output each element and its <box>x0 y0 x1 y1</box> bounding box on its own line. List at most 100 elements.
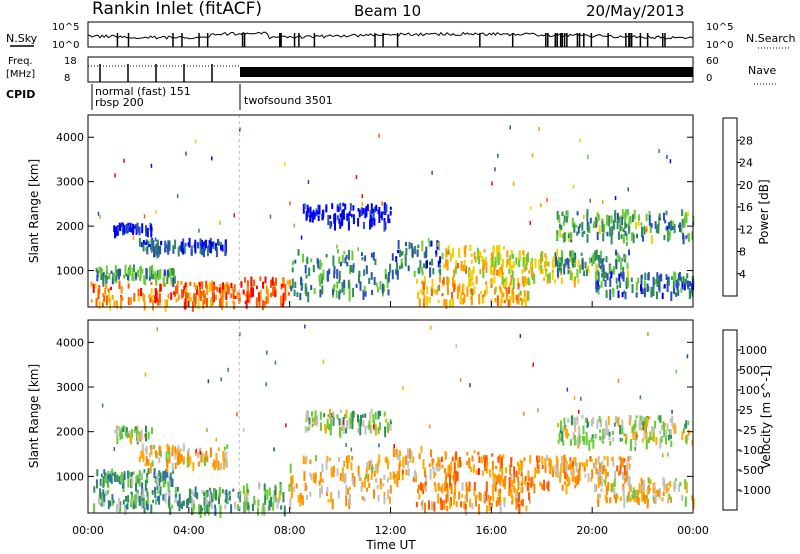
scatter-cell-8-68 <box>421 285 424 290</box>
scatter-cell-12-31 <box>596 419 599 429</box>
scatter-cell-3-63 <box>152 240 155 251</box>
sparse-echo-22 <box>614 422 616 427</box>
scatter-cell-5-82 <box>310 285 313 290</box>
scatter-cell-13-63 <box>677 277 680 285</box>
scatter-cell-13-74 <box>670 276 673 280</box>
scatter-cell-12-50 <box>573 224 576 233</box>
scatter-cell-6-13 <box>360 207 363 216</box>
scatter-cell-6-79 <box>312 209 315 214</box>
scatter-cell-9-40 <box>470 466 473 473</box>
scatter-cell-10-77 <box>540 252 542 264</box>
scatter-cell-8-62 <box>485 481 488 492</box>
scatter-cell-0-123 <box>195 285 198 290</box>
scatter-cell-10-46 <box>551 269 554 274</box>
scatter-cell-13-71 <box>609 277 612 287</box>
scatter-cell-12-107 <box>578 434 581 444</box>
sparse-echo-40 <box>614 196 617 201</box>
scatter-cell-6-45 <box>375 427 378 432</box>
scatter-cell-11-43 <box>572 250 574 256</box>
scatter-cell-12-141 <box>680 224 683 234</box>
scatter-cell-10-50 <box>524 476 527 482</box>
scatter-cell-5-103 <box>359 477 362 482</box>
scatter-cell-8-70 <box>471 288 474 296</box>
scatter-cell-10-28 <box>502 272 505 276</box>
scatter-cell-9-9 <box>475 469 478 475</box>
scatter-cell-0-99 <box>130 491 133 495</box>
scatter-cell-7-40 <box>396 262 398 271</box>
scatter-cell-9-15 <box>455 260 458 270</box>
y-tick-label: 1000 <box>56 265 84 278</box>
scatter-cell-10-25 <box>518 464 520 475</box>
scatter-cell-8-112 <box>423 295 426 304</box>
scatter-cell-5-19 <box>361 496 364 501</box>
scatter-cell-10-79 <box>541 251 544 262</box>
scatter-cell-13-68 <box>647 484 650 494</box>
scatter-cell-10-94 <box>523 267 526 272</box>
scatter-cell-2-7 <box>114 429 117 433</box>
scatter-cell-9-44 <box>446 260 449 271</box>
scatter-cell-0-54 <box>211 501 214 510</box>
scatter-cell-13-99 <box>628 498 631 502</box>
scatter-cell-9-12 <box>486 462 489 474</box>
scatter-cell-13-55 <box>661 292 664 299</box>
scatter-cell-12-107 <box>624 230 627 236</box>
scatter-cell-5-49 <box>319 272 322 280</box>
scatter-cell-6-8 <box>348 211 351 216</box>
scatter-cell-12-150 <box>650 223 653 228</box>
scatter-cell-3-19 <box>201 245 204 256</box>
scatter-cell-7-4 <box>392 471 395 480</box>
scatter-cell-11-55 <box>587 473 590 483</box>
scatter-cell-6-56 <box>344 203 347 210</box>
scatter-cell-11-54 <box>592 253 595 261</box>
scatter-cell-9-55 <box>490 264 492 275</box>
scatter-cell-0-59 <box>203 497 206 507</box>
scatter-cell-12-88 <box>665 226 668 231</box>
scatter-cell-12-109 <box>559 420 562 432</box>
scatter-cell-1-73 <box>163 470 166 481</box>
scatter-cell-8-102 <box>469 498 472 508</box>
scatter-cell-12-134 <box>608 431 611 437</box>
scatter-cell-2-12 <box>131 429 133 439</box>
scatter-cell-9-52 <box>498 269 501 278</box>
scatter-cell-5-20 <box>372 466 375 471</box>
scatter-cell-0-15 <box>118 505 121 514</box>
scatter-cell-0-88 <box>132 500 135 510</box>
scatter-cell-12-9 <box>606 214 609 226</box>
scatter-cell-10-32 <box>533 483 536 494</box>
scatter-cell-3-32 <box>156 239 159 247</box>
scatter-cell-0-25 <box>107 500 110 510</box>
cpid-panel: CPID normal (fast) 151 rbsp 200 twofsoun… <box>6 84 333 110</box>
scatter-cell-12-147 <box>681 431 684 441</box>
scatter-cell-11-35 <box>565 464 568 473</box>
scatter-cell-0-21 <box>171 504 174 509</box>
colorbar-tick-label: 8 <box>739 246 746 259</box>
scatter-cell-6-5 <box>361 414 364 418</box>
scatter-cell-0-150 <box>208 501 211 508</box>
scatter-cell-12-26 <box>607 415 610 426</box>
scatter-cell-10-37 <box>539 481 542 487</box>
y-tick-label: 4000 <box>56 131 84 144</box>
scatter-cell-11-20 <box>591 255 594 267</box>
scatter-cell-12-74 <box>586 418 588 424</box>
scatter-cell-11-50 <box>628 249 630 256</box>
scatter-cell-0-57 <box>224 504 227 510</box>
sparse-echo-33 <box>639 395 642 400</box>
scatter-cell-13-101 <box>654 493 657 504</box>
scatter-cell-8-125 <box>489 496 492 500</box>
scatter-cell-8-123 <box>511 288 514 295</box>
scatter-cell-0-26 <box>101 302 104 307</box>
scatter-cell-4-54 <box>250 287 253 298</box>
scatter-cell-1-77 <box>156 473 159 483</box>
x-tick-label: 00:00 <box>72 524 104 537</box>
scatter-cell-1-77 <box>131 272 134 282</box>
scatter-cell-13-91 <box>644 494 647 504</box>
scatter-cell-0-84 <box>189 496 192 504</box>
sparse-echo-59 <box>266 350 268 355</box>
scatter-cell-1-87 <box>113 272 116 282</box>
scatter-cell-11-61 <box>589 257 591 264</box>
scatter-cell-11-27 <box>569 270 572 280</box>
scatter-cell-6-30 <box>357 427 360 433</box>
scatter-cell-10-55 <box>541 268 544 274</box>
cpid-label: CPID <box>6 88 35 101</box>
scatter-cell-3-80 <box>157 245 160 254</box>
